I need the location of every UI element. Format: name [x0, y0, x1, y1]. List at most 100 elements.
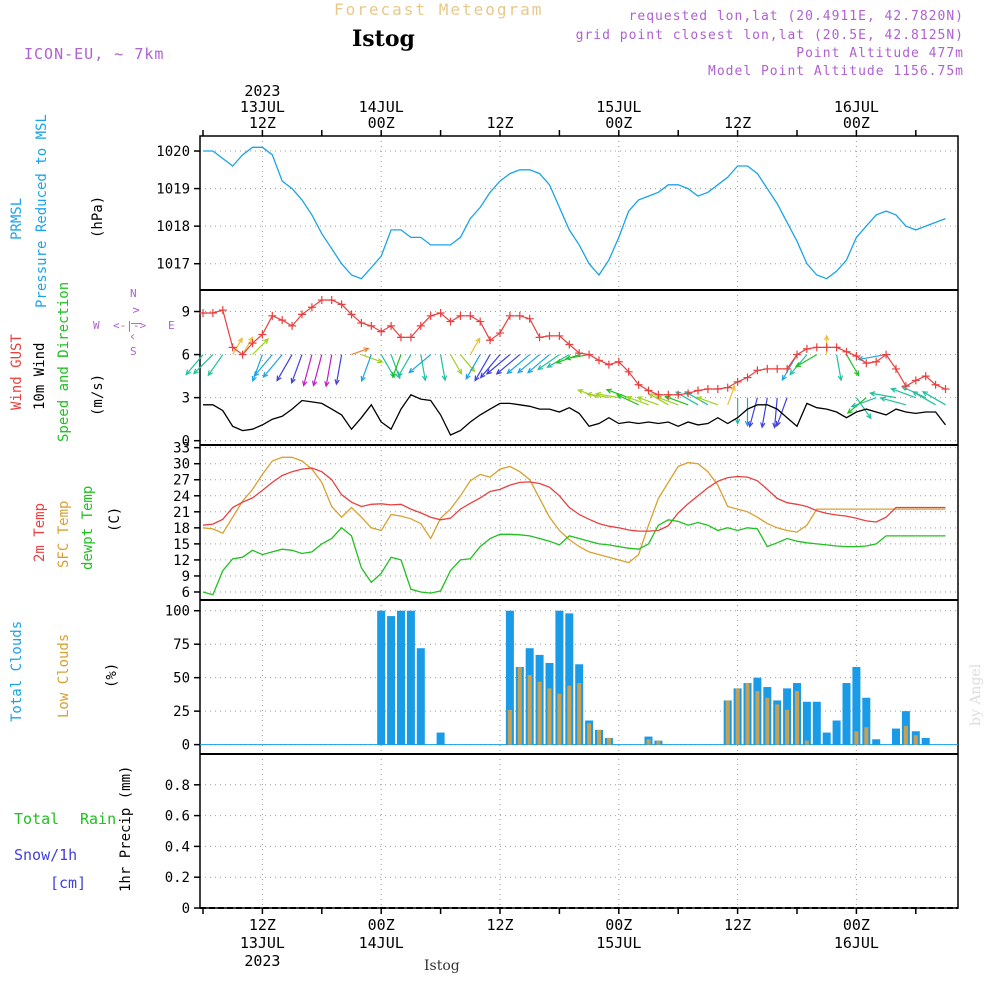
y-tick-label: 24 — [173, 489, 190, 505]
time-label-bottom: 00Z — [843, 916, 870, 934]
wind-gust-marker — [595, 356, 603, 365]
wind-gust-marker — [218, 306, 227, 315]
wind-direction-stick — [325, 354, 333, 387]
y-tick-label: 27 — [173, 473, 190, 489]
wind-direction-arrowhead — [263, 338, 270, 344]
y-tick-label: 6 — [182, 585, 190, 601]
wind-direction-arrowhead — [474, 375, 480, 382]
wind-speed-line — [203, 393, 947, 436]
total-cloud-bar — [872, 739, 881, 745]
wind-direction-arrowhead — [485, 369, 492, 375]
wind-direction-arrowhead — [594, 391, 602, 398]
wind-direction-arrowhead — [555, 358, 562, 364]
wind-direction-stick — [858, 353, 887, 361]
wind-gust-marker — [694, 386, 702, 395]
wind-gust-marker — [802, 344, 811, 353]
total-cloud-bar — [555, 610, 564, 745]
low-cloud-bar — [656, 740, 661, 745]
wind-direction-stick — [397, 354, 412, 377]
wind-gust-marker — [327, 296, 336, 305]
wind-direction-stick — [880, 397, 907, 406]
wind-direction-arrowhead — [276, 375, 282, 382]
wind-gust-marker — [882, 350, 891, 359]
y-tick-label: 0.4 — [165, 839, 190, 855]
total-cloud-bar — [862, 697, 871, 745]
wind-direction-arrowhead — [192, 368, 199, 375]
wind-direction-stick — [185, 354, 204, 375]
wind-direction-arrowhead — [615, 394, 623, 400]
low-cloud-bar — [864, 727, 869, 745]
wind-gust-marker — [703, 385, 712, 394]
y-tick-label: 3 — [182, 391, 190, 407]
compass-n: N — [130, 287, 137, 300]
wind-direction-stick — [637, 396, 659, 406]
wind-gust-marker — [812, 343, 821, 352]
wind-direction-stick — [606, 389, 629, 399]
wind-gust-marker — [238, 350, 247, 359]
wind-gust-marker — [525, 314, 534, 323]
time-label-top: 13JUL — [240, 98, 285, 116]
time-label-top: 12Z — [249, 114, 276, 132]
precip-snow-unit: [cm] — [50, 874, 87, 892]
wind-gust-marker — [624, 367, 633, 376]
wind-direction-arrowhead — [251, 375, 257, 383]
wind-direction-stick — [242, 336, 254, 355]
wind-gust-marker — [911, 376, 920, 385]
location-title: Istog — [352, 26, 415, 52]
wind-direction-arrowhead — [311, 380, 318, 387]
wind-direction-arrowhead — [495, 369, 502, 375]
low-cloud-bar — [527, 674, 532, 745]
wind-gust-marker — [248, 339, 257, 348]
wind-direction-arrowhead — [869, 391, 876, 397]
wind-gust-marker — [654, 390, 663, 399]
wind-direction-arrowhead — [237, 337, 243, 344]
wind-direction-arrowhead — [360, 375, 366, 383]
wind-gust-marker — [535, 333, 544, 342]
wind-direction-stick — [392, 354, 402, 378]
time-label-top: 2023 — [244, 82, 280, 100]
wind-direction-arrowhead — [185, 369, 192, 376]
wind-direction-arrowhead — [636, 396, 643, 402]
wind-gust-marker — [793, 350, 801, 359]
wind-gust-marker — [397, 333, 405, 342]
wind-gust-marker — [347, 310, 356, 319]
low-cloud-bar — [745, 683, 750, 745]
y-tick-label: 0 — [182, 901, 190, 917]
wind-direction-arrowhead — [648, 393, 655, 399]
low-cloud-bar — [597, 729, 601, 745]
wind-gust-marker — [258, 330, 267, 339]
wind-direction-stick — [616, 394, 639, 406]
y-tick-label: 12 — [173, 553, 190, 569]
y-tick-label: 0.6 — [165, 809, 190, 825]
pressure-line — [203, 146, 946, 280]
wind-direction-arrowhead — [890, 387, 897, 393]
wind-direction-arrowhead — [605, 388, 612, 394]
time-label-top: 12Z — [724, 114, 751, 132]
wind-direction-stick — [253, 354, 273, 377]
y-tick-label: 0.8 — [165, 778, 190, 794]
wind-direction-stick — [449, 354, 463, 374]
wind-gust-marker — [367, 321, 376, 330]
sfc-temp-line — [202, 456, 946, 564]
y-tick-label: 18 — [173, 521, 190, 537]
wind-direction-stick — [232, 338, 243, 355]
wind-direction-stick — [440, 354, 446, 381]
wind-direction-stick — [749, 397, 758, 427]
time-label-top: 15JUL — [596, 98, 641, 116]
wind-gust-line — [203, 299, 946, 396]
precip-total-label: Total — [14, 810, 60, 828]
y-tick-label: 25 — [173, 704, 190, 720]
total-cloud-bar — [802, 701, 811, 745]
time-label-bottom: 12Z — [486, 916, 513, 934]
wind-gust-marker — [713, 385, 722, 394]
wind-gust-marker — [208, 308, 217, 317]
wind-direction-stick — [312, 354, 323, 386]
wind-direction-stick — [587, 393, 610, 399]
low-cloud-bar — [557, 693, 562, 745]
wind-direction-stick — [836, 354, 842, 381]
wind-direction-arrowhead — [794, 362, 802, 368]
wind-direction-arrowhead — [837, 375, 844, 382]
time-label-bottom: 00Z — [605, 916, 632, 934]
footer-location: Istog — [424, 958, 460, 974]
y-tick-label: 33 — [173, 441, 190, 457]
